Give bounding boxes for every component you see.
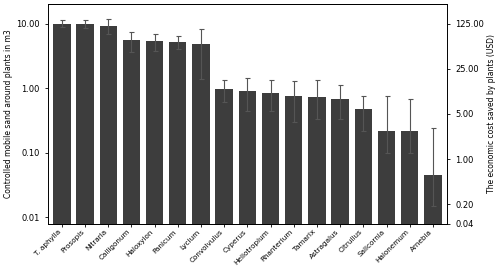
Bar [100, 26, 117, 270]
Bar [378, 131, 395, 270]
Bar [308, 97, 326, 270]
Bar [216, 89, 233, 270]
Y-axis label: The economic cost saved by plants (USD): The economic cost saved by plants (USD) [487, 34, 496, 193]
Bar [262, 93, 280, 270]
Bar [332, 99, 349, 270]
Bar [53, 23, 70, 270]
Bar [401, 131, 418, 270]
Bar [169, 42, 186, 270]
Bar [424, 175, 442, 270]
Bar [76, 23, 94, 270]
Bar [122, 40, 140, 270]
Y-axis label: Controlled mobile sand around plants in m3: Controlled mobile sand around plants in … [4, 29, 13, 198]
Bar [238, 91, 256, 270]
Bar [146, 41, 164, 270]
Bar [192, 44, 210, 270]
Bar [285, 96, 302, 270]
Bar [354, 109, 372, 270]
